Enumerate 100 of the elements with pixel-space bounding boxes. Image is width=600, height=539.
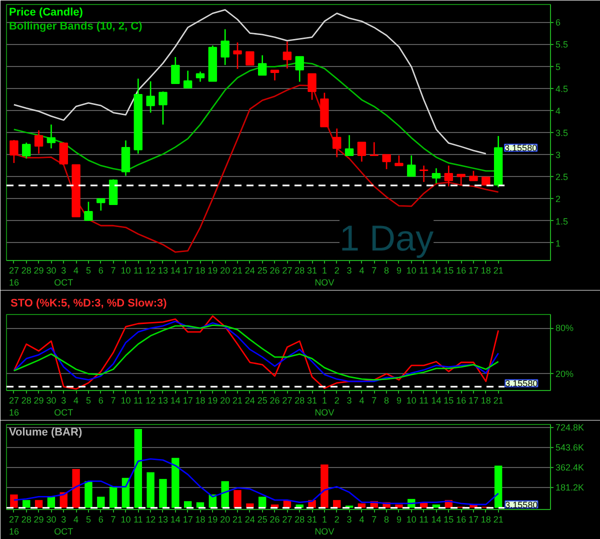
y-tick-label: 362.4K (556, 462, 584, 473)
candlestick (246, 51, 254, 66)
y-tick-label: 80% (556, 323, 574, 334)
x-tick-label: 2 (334, 396, 340, 406)
x-tick-label: 17 (182, 396, 193, 406)
x-tick-label: 17 (468, 514, 479, 524)
x-tick-label: 15 (444, 266, 454, 276)
x-tick-label: 6 (98, 514, 104, 524)
candlestick (382, 154, 391, 170)
x-tick-label: 9 (396, 266, 402, 276)
bar (320, 464, 328, 508)
x-tick-label: 29 (34, 396, 44, 406)
x-tick-label: 21 (493, 514, 504, 524)
candlestick (419, 164, 428, 183)
x-tick-label: 14 (431, 266, 442, 276)
x-tick-label: 10 (120, 514, 131, 524)
bar (494, 466, 502, 508)
bar (10, 494, 18, 508)
y-tick-label: 5 (556, 62, 561, 72)
x-tick-label: 28 (294, 396, 305, 406)
bar (159, 478, 167, 508)
x-tick-label: 21 (493, 396, 504, 406)
x-tick-label: 30 (46, 266, 56, 276)
x-tick-label: 28 (294, 514, 305, 524)
x-tick-label: 3 (346, 396, 352, 406)
bar (184, 501, 192, 508)
bar (258, 496, 266, 508)
candlestick (407, 154, 416, 177)
candlestick (59, 142, 68, 166)
x-tick-label: 10 (120, 266, 131, 276)
bar (109, 486, 118, 508)
x-tick-label: 6 (98, 396, 104, 406)
bar (134, 428, 142, 508)
x-tick-label: 25 (257, 396, 268, 406)
bar (221, 481, 229, 508)
text: 3.15580 (505, 378, 538, 389)
x-tick-label: 29 (34, 514, 44, 524)
x-tick-label: 17 (468, 396, 479, 406)
bar (22, 500, 30, 508)
x-tick-label: 4 (359, 266, 364, 276)
x-tick-label: 2 (334, 266, 340, 276)
x-tick-label: 24 (244, 396, 255, 406)
x-tick-label: 25 (257, 514, 268, 524)
x-tick-label: 3 (346, 514, 352, 524)
x-tick-label: 4 (74, 514, 79, 524)
x-tick-label: 18 (195, 266, 206, 276)
x-tick-label: 20 (220, 396, 230, 406)
bar (172, 458, 180, 508)
x-tick-label: 21 (232, 396, 243, 406)
x-tick-label: 14 (170, 396, 180, 406)
x-tick-label: 11 (133, 514, 143, 524)
candlestick (233, 42, 242, 70)
x-tick-label: 28 (21, 514, 32, 524)
y-tick-label: 181.2K (556, 482, 584, 493)
x-tick-label: 13 (158, 514, 168, 524)
candlestick (96, 198, 106, 212)
x-tick-label: 13 (158, 266, 168, 276)
x-tick-label: 15 (444, 514, 454, 524)
chart-title: Price (Candle) (8, 6, 84, 18)
x-tick-label: 26 (270, 396, 280, 406)
y-tick-label: 5.5 (556, 40, 568, 50)
y-tick-label: 20% (556, 368, 574, 379)
x-tick-label: 18 (480, 514, 491, 524)
x-tick-label: 10 (120, 396, 131, 406)
x-tick-label: 18 (195, 514, 206, 524)
y-tick-label: 1.5 (556, 216, 568, 226)
candlestick (444, 164, 454, 187)
x-tick-label: 14 (170, 514, 180, 524)
x-tick-label: 26 (270, 514, 280, 524)
x-tick-label: 5 (86, 396, 91, 406)
candlestick (308, 73, 316, 100)
x-tick-label: 21 (493, 266, 504, 276)
candlestick (258, 54, 267, 76)
x-tick-label: 12 (146, 514, 156, 524)
x-tick-label: 4 (74, 396, 79, 406)
x-tick-label: 21 (232, 514, 243, 524)
x-tick-label: 31 (307, 396, 318, 406)
bar (84, 481, 92, 508)
candlestick (432, 168, 441, 184)
x-tick-label: 27 16 (8, 514, 19, 536)
bar (432, 504, 440, 508)
x-tick-label: 14 (170, 266, 180, 276)
candlestick (196, 70, 205, 82)
x-tick-label: 11 (419, 514, 428, 524)
x-tick-label: 11 (419, 396, 428, 406)
text: Bollinger Bands (10, 2, C) (8, 20, 143, 32)
candlestick (34, 130, 44, 154)
x-tick-label: 10 (406, 266, 416, 276)
x-tick-label: 17 (468, 266, 479, 276)
x-tick-label: 31 (307, 514, 318, 524)
chart-title: STO (%K:5, %D:3, %D Slow:3) (10, 298, 168, 310)
bar (47, 496, 56, 508)
x-tick-label: 26 (270, 266, 280, 276)
x-tick-label: 2 (334, 514, 340, 524)
x-tick-label: 16 (456, 514, 466, 524)
x-tick-label: 16 (456, 266, 466, 276)
x-tick-label: 10 (406, 514, 416, 524)
x-tick-label: 7 (110, 396, 116, 406)
x-tick-label: 6 (98, 266, 104, 276)
text: 1 Day (340, 218, 434, 258)
